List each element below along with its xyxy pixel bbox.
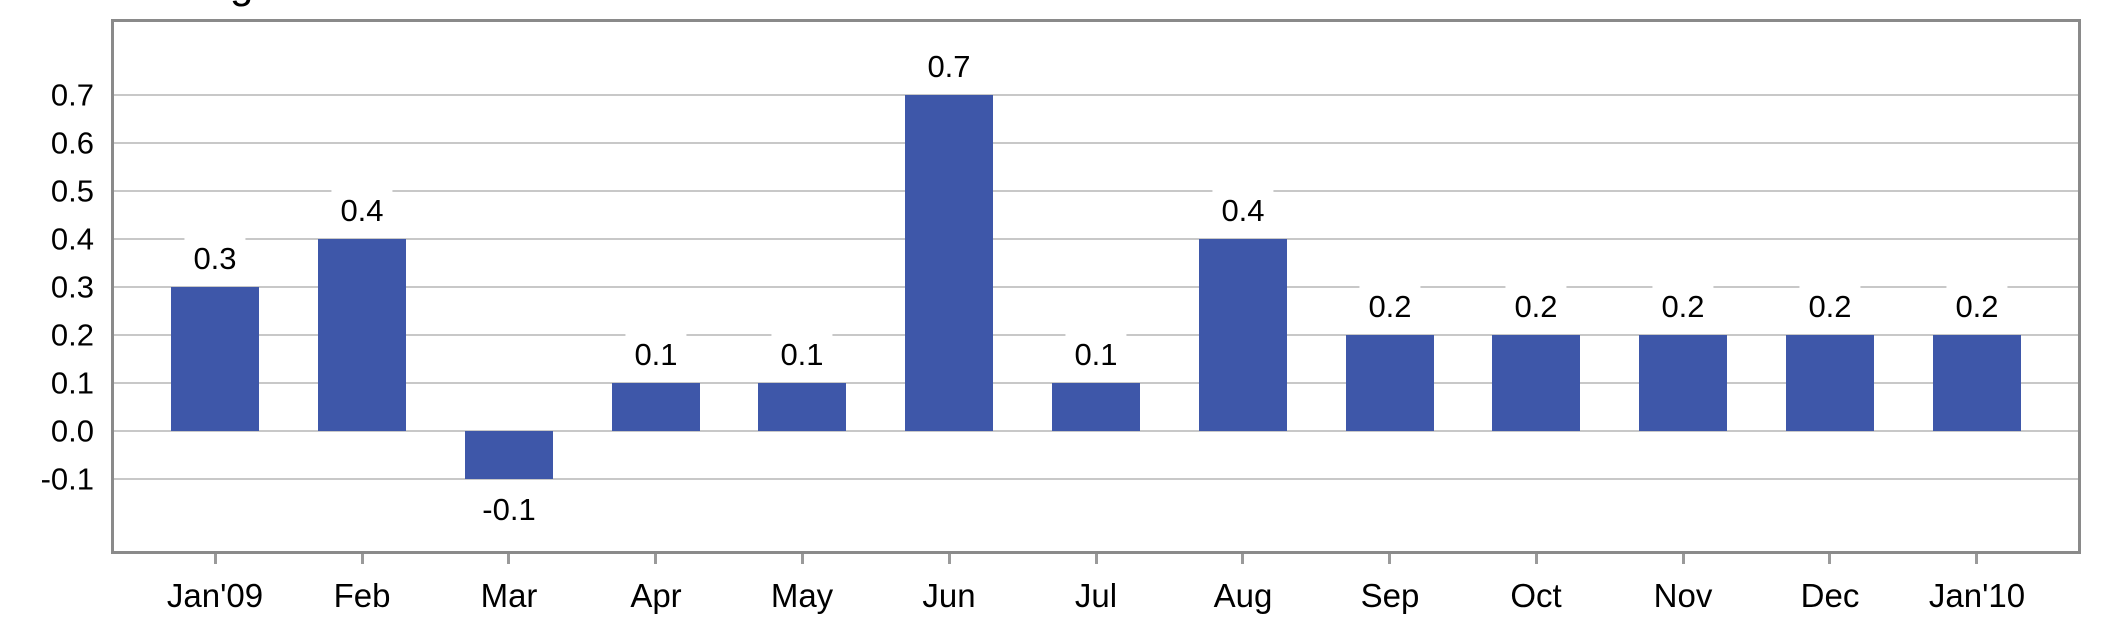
x-axis-tick — [1975, 554, 1978, 564]
bar-value-label: 0.2 — [1799, 285, 1861, 327]
gridline — [114, 190, 2078, 192]
bar — [1199, 239, 1287, 431]
x-axis-label: Dec — [1800, 577, 1860, 614]
y-axis-label: 0.4 — [50, 221, 94, 257]
bar-value-label: 0.4 — [331, 189, 393, 231]
bar-value-label: 0.4 — [1212, 189, 1274, 231]
y-axis-label: 0.0 — [50, 413, 94, 449]
bar-value-label: 0.2 — [1359, 285, 1421, 327]
y-axis-label: -0.1 — [40, 461, 94, 497]
bar-value-label: 0.1 — [771, 333, 833, 375]
x-axis-label: Apr — [630, 577, 682, 614]
y-axis-label: 0.2 — [50, 317, 94, 353]
x-axis-label: Jan'09 — [166, 577, 264, 614]
x-axis-label: Aug — [1213, 577, 1273, 614]
bar — [171, 287, 259, 431]
x-axis-tick — [1095, 554, 1098, 564]
gridline — [114, 238, 2078, 240]
bar-value-label: 0.7 — [918, 45, 980, 87]
x-axis-label: Sep — [1360, 577, 1420, 614]
x-axis-tick — [214, 554, 217, 564]
bar-value-label: 0.3 — [184, 237, 246, 279]
y-axis-label: 0.5 — [50, 173, 94, 209]
bar — [1786, 335, 1874, 431]
y-axis-label: 0.3 — [50, 269, 94, 305]
x-axis-label: Jul — [1074, 577, 1118, 614]
x-axis-tick — [1241, 554, 1244, 564]
bar — [1492, 335, 1580, 431]
x-axis-tick — [1388, 554, 1391, 564]
bar-value-label: 0.2 — [1505, 285, 1567, 327]
bar — [1933, 335, 2021, 431]
bar-value-label: -0.1 — [473, 489, 545, 531]
x-axis-tick — [361, 554, 364, 564]
bar — [905, 95, 993, 431]
gridline — [114, 430, 2078, 432]
x-axis-tick — [1535, 554, 1538, 564]
x-axis-label: Nov — [1653, 577, 1713, 614]
y-axis-label: 0.1 — [50, 365, 94, 401]
x-axis-label: Mar — [480, 577, 538, 614]
x-axis-label: Jan'10 — [1928, 577, 2026, 614]
bar — [1639, 335, 1727, 431]
x-axis-label: Feb — [333, 577, 391, 614]
gridline — [114, 286, 2078, 288]
x-axis-tick — [654, 554, 657, 564]
gridline — [114, 94, 2078, 96]
x-axis-tick — [507, 554, 510, 564]
gridline — [114, 142, 2078, 144]
bar-value-label: 0.2 — [1946, 285, 2008, 327]
x-axis-label: Jun — [922, 577, 976, 614]
bar-value-label: 0.2 — [1652, 285, 1714, 327]
x-axis-label: May — [770, 577, 834, 614]
plot-inner — [114, 22, 2078, 551]
bar — [758, 383, 846, 431]
x-axis-tick — [1828, 554, 1831, 564]
bar — [612, 383, 700, 431]
x-axis-label: Oct — [1510, 577, 1562, 614]
chart-plot-area — [111, 19, 2081, 554]
y-axis-label: 0.7 — [50, 77, 94, 113]
bar — [465, 431, 553, 479]
y-axis-label: 0.6 — [50, 125, 94, 161]
bar-value-label: 0.1 — [625, 333, 687, 375]
bar — [1052, 383, 1140, 431]
gridline — [114, 478, 2078, 480]
x-axis-tick — [948, 554, 951, 564]
bar-value-label: 0.1 — [1065, 333, 1127, 375]
clipped-title-glyph: g — [230, 0, 253, 7]
x-axis-tick — [1682, 554, 1685, 564]
clipped-title-text: g — [210, 0, 290, 7]
x-axis-tick — [801, 554, 804, 564]
bar — [318, 239, 406, 431]
bar — [1346, 335, 1434, 431]
